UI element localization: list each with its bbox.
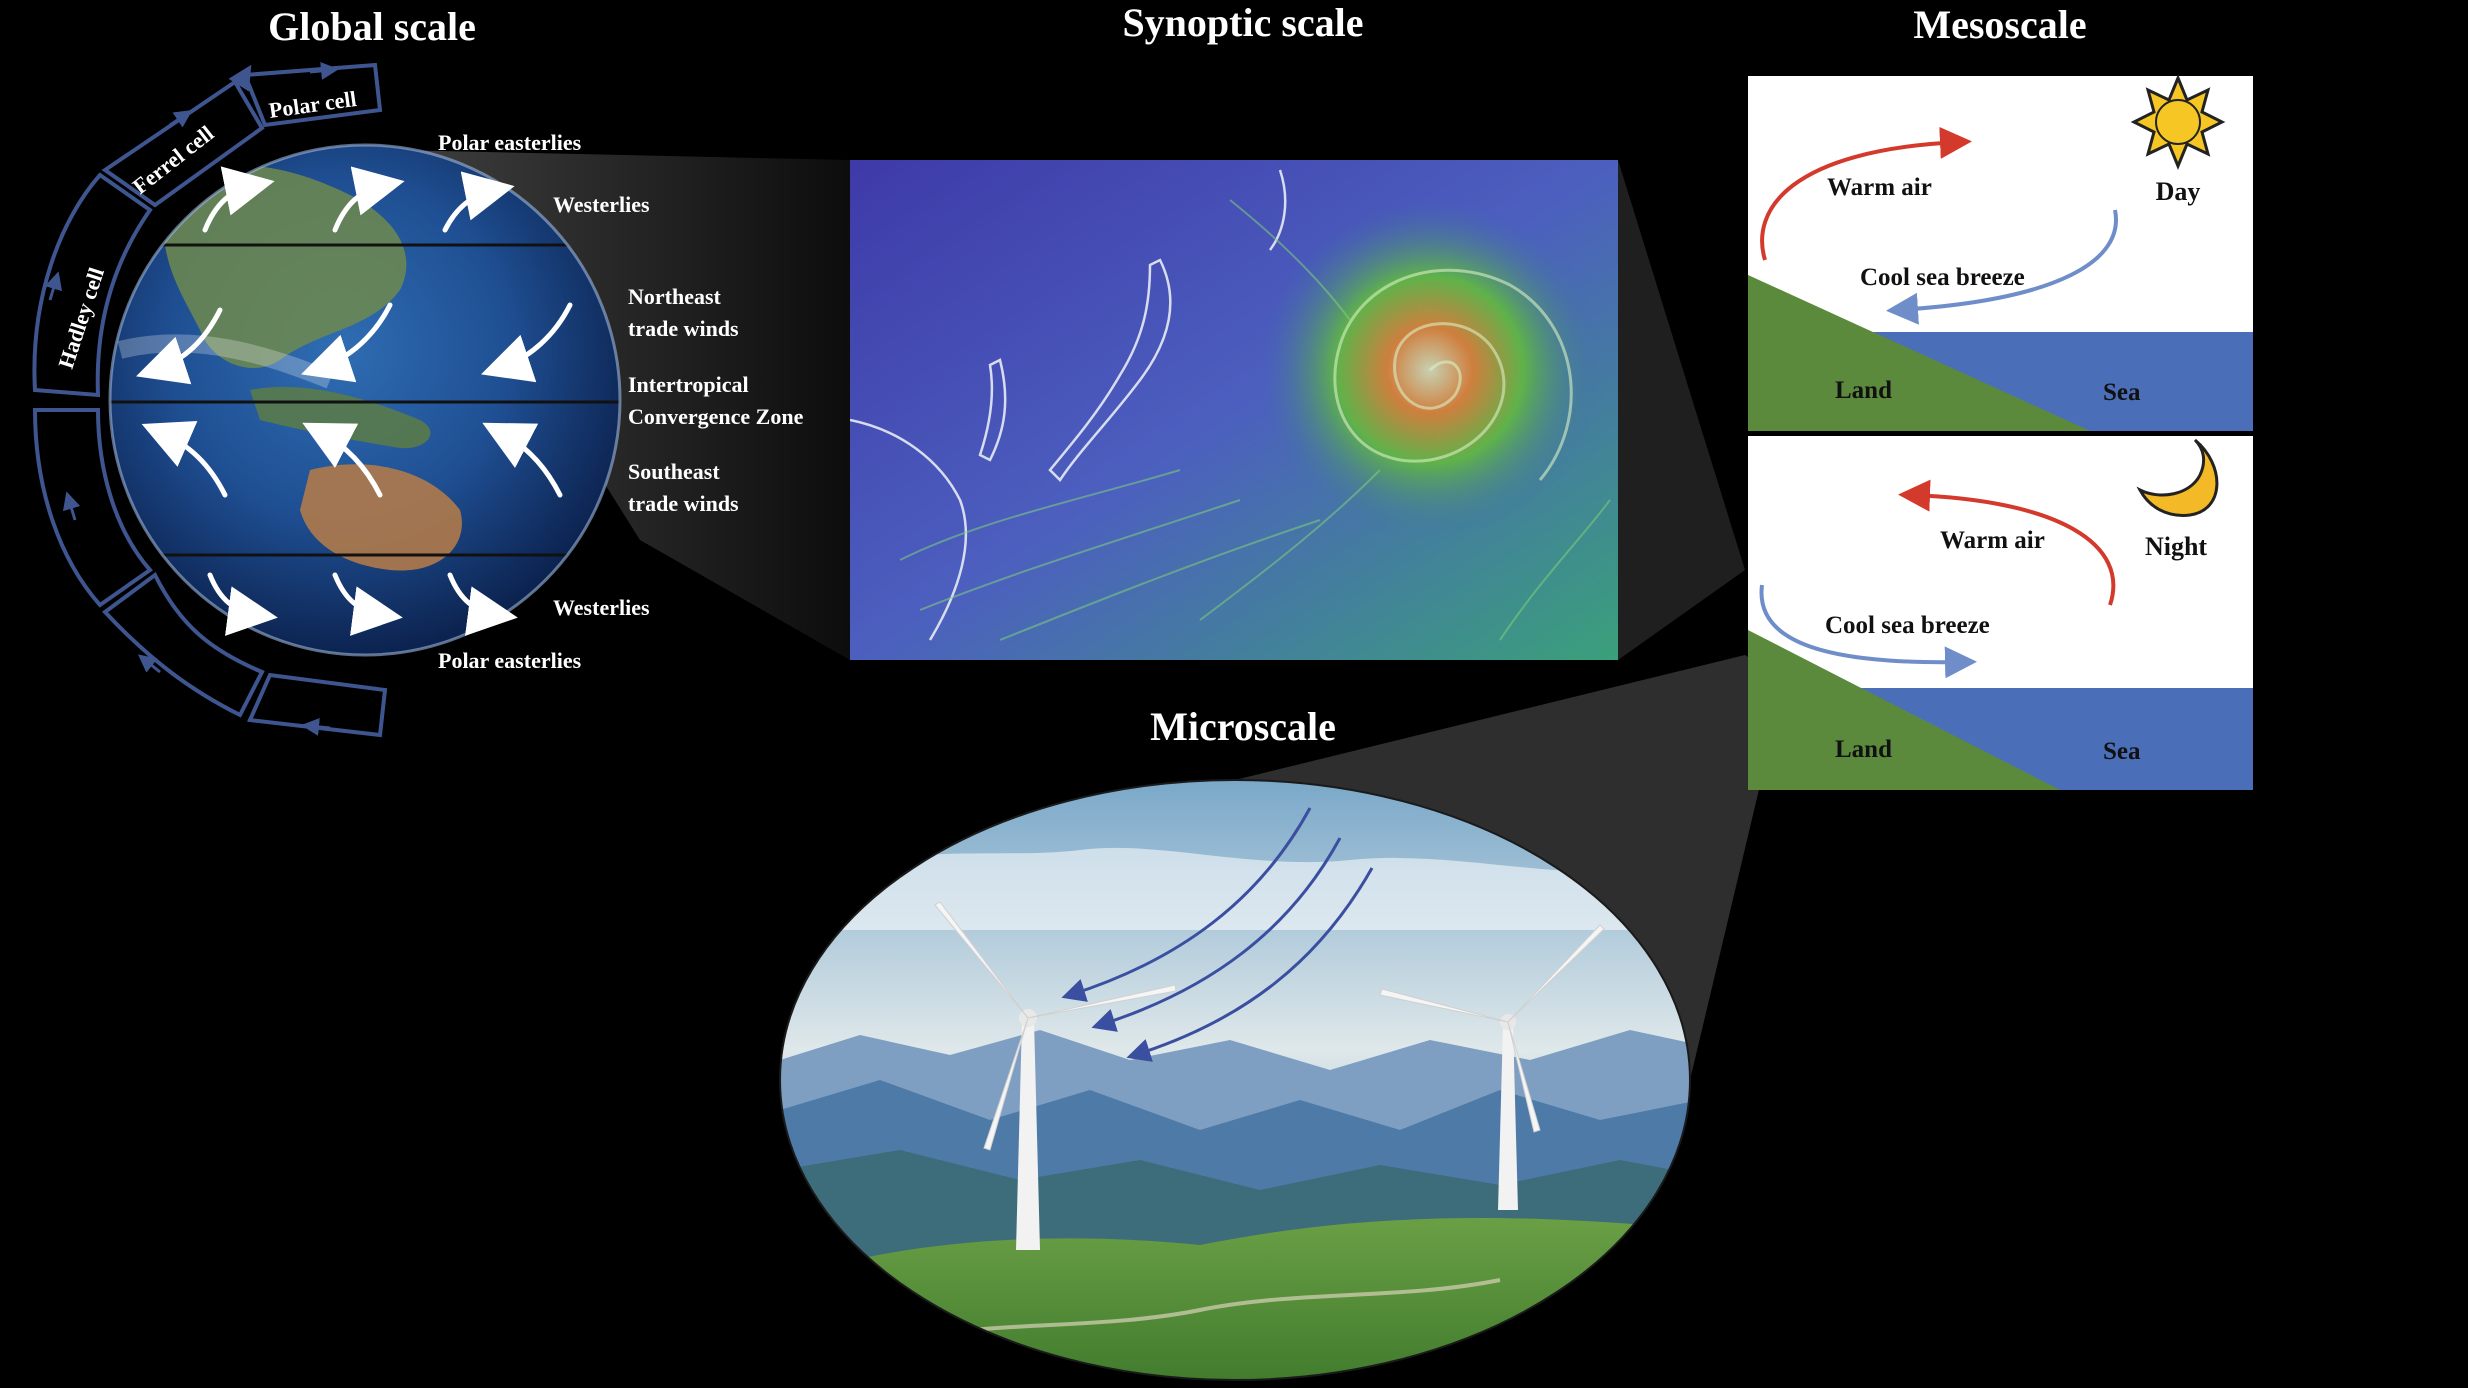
day-warm-air-label: Warm air [1827, 174, 1932, 201]
cell-arrow [44, 271, 63, 301]
itcz-label-2: Convergence Zone [628, 404, 804, 429]
wind-arrow [1126, 867, 1374, 1062]
cell-arrow [137, 654, 161, 674]
turbine-blade [1027, 984, 1177, 1019]
southern-westerly-arrow [332, 572, 403, 636]
southeast-trade-winds-label-1: Southeast [628, 459, 720, 484]
day-warm-air-arrow [1760, 126, 1972, 261]
asia-landmass [163, 164, 407, 369]
wind-arrow [1061, 807, 1312, 1002]
polar-easterlies-bottom-label: Polar easterlies [438, 648, 582, 673]
day-land-label: Land [1835, 377, 1892, 404]
se-trade-arrow [482, 422, 563, 498]
westerlies-top-label: Westerlies [553, 192, 650, 217]
synoptic-scale-title: Synoptic scale [1122, 0, 1363, 45]
westerly-arrow [202, 166, 275, 233]
moon-icon [2136, 438, 2219, 517]
turbine-blade [934, 901, 1029, 1019]
westerly-arrow [442, 171, 515, 233]
mesoscale-title: Mesoscale [1913, 2, 2086, 47]
microscale-oval-frame [779, 779, 1691, 1381]
cell-circulation-arrows [44, 61, 339, 736]
mesoscale-night-panel: Warm air Cool sea breeze Land Sea Night [1748, 436, 2253, 790]
field-road [899, 1278, 1501, 1342]
day-label: Day [2156, 177, 2201, 206]
hadley-cell-south-outline [32, 408, 153, 608]
cell-arrow [62, 491, 81, 521]
wind-belt-labels: Polar easterlies Westerlies Northeast tr… [438, 130, 804, 673]
hadley-cell-north-outline [32, 172, 153, 398]
synoptic-wind-map [850, 160, 1618, 660]
mid-mountains [780, 1080, 1690, 1200]
ferrel-cell-label: Ferrel cell [128, 120, 219, 198]
turbine-tower [1016, 1020, 1040, 1250]
mesoscale-day-panel: Warm air Cool sea breeze Land Sea Day [1748, 74, 2253, 431]
day-cool-breeze-arrow [1886, 209, 2118, 325]
westerlies-bottom-label: Westerlies [553, 595, 650, 620]
wind-arrow [1091, 837, 1342, 1032]
night-sea-label: Sea [2103, 738, 2141, 765]
night-warm-air-arrow [1898, 479, 2116, 606]
turbine-blade [1379, 988, 1509, 1023]
wind-turbine-left [934, 901, 1177, 1250]
china-coastline [850, 418, 968, 641]
sakhalin-coastline [1268, 169, 1287, 251]
se-trade-arrow [141, 421, 228, 498]
microscale-wind-arrows [1061, 807, 1374, 1062]
wind-streaks [899, 199, 1611, 641]
northeast-trade-winds-label-1: Northeast [628, 284, 722, 309]
japan-coastline [1048, 258, 1172, 482]
se-trade-arrow [302, 422, 383, 498]
itcz-label-1: Intertropical [628, 372, 749, 397]
cell-arrow [301, 717, 331, 736]
sun-icon [2130, 74, 2226, 170]
ne-trade-arrow [481, 302, 573, 383]
turbine-blade [1507, 924, 1605, 1023]
night-cool-breeze-arrow [1759, 584, 1977, 679]
turbine-blade [983, 1017, 1029, 1151]
night-label: Night [2145, 532, 2207, 561]
night-land-label: Land [1835, 736, 1892, 763]
southeast-trade-winds-label-2: trade winds [628, 491, 739, 516]
night-warm-air-label: Warm air [1940, 527, 2045, 554]
cell-arrow [169, 110, 193, 128]
ne-trade-arrow [301, 302, 393, 383]
korea-coastline [978, 358, 1007, 462]
day-cool-sea-breeze-label: Cool sea breeze [1860, 264, 2025, 291]
cell-arrow [309, 61, 339, 80]
turbine-tower [1498, 1025, 1518, 1210]
day-land [1748, 275, 2090, 431]
polar-cell-south-outline [247, 672, 388, 738]
southern-westerly-arrow [207, 572, 278, 636]
night-cool-sea-breeze-label: Cool sea breeze [1825, 612, 1990, 639]
turbine-blade [1507, 1021, 1541, 1133]
night-land [1748, 630, 2060, 790]
southern-westerly-arrow [447, 572, 518, 636]
ferrel-cell-south-outline [102, 571, 265, 718]
cyclone-spiral [1333, 268, 1573, 481]
cloud [820, 847, 1650, 930]
globe-wind-arrows [136, 166, 573, 636]
ne-trade-arrow [136, 307, 223, 385]
australia-landmass [300, 464, 462, 571]
day-sea-label: Sea [2103, 379, 2141, 406]
wind-turbine-right [1379, 924, 1605, 1210]
microscale-title: Microscale [1150, 704, 1336, 749]
northeast-trade-winds-label-2: trade winds [628, 316, 739, 341]
global-scale-title: Global scale [268, 4, 476, 49]
microscale-wind-farm-scene [780, 780, 1690, 1380]
polar-easterlies-top-label: Polar easterlies [438, 130, 582, 155]
westerly-arrow [332, 166, 405, 233]
